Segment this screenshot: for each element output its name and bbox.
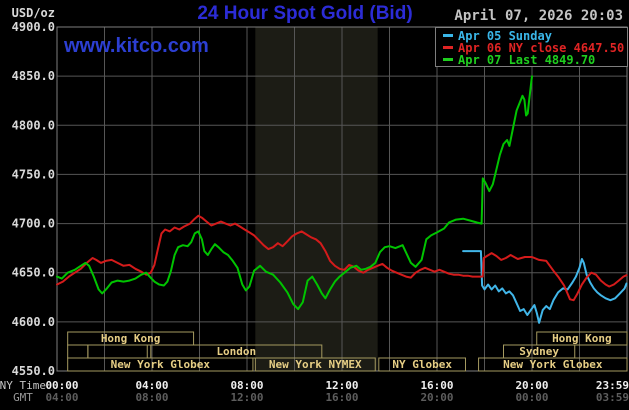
y-axis-unit: USD/oz: [12, 6, 55, 20]
session-label: Hong Kong: [101, 332, 161, 345]
session-box: [378, 357, 466, 372]
legend-dash-green-icon: [443, 58, 453, 61]
page-title: 24 Hour Spot Gold (Bid): [197, 3, 413, 24]
session-label: London: [216, 345, 256, 358]
x-axis-label-ny: 20:00: [515, 379, 548, 392]
x-axis-label-gmt: 03:59: [596, 391, 629, 404]
x-axis-label-gmt: 04:00: [45, 391, 78, 404]
session-label: New York NYMEX: [269, 358, 362, 371]
legend-item-apr07: Apr 07 Last 4849.70: [436, 54, 627, 66]
x-axis-label-gmt: 00:00: [515, 391, 548, 404]
y-axis-label: 4850.0: [12, 69, 55, 83]
kitco-watermark-link[interactable]: www.kitco.com: [64, 35, 209, 57]
legend-label: Apr 05 Sunday: [458, 29, 552, 43]
session-box: [87, 344, 148, 359]
session-box: [478, 357, 628, 372]
legend-dash-red-icon: [443, 46, 453, 49]
x-axis-label-ny: 04:00: [135, 379, 168, 392]
series-line-apr-07-last-4849-70: [56, 75, 533, 311]
legend-item-apr05: Apr 05 Sunday: [436, 30, 627, 42]
legend-dash-cyan-icon: [443, 34, 453, 37]
axis-caption-gmt: GMT: [13, 391, 33, 404]
series-line-apr-05-sunday: [462, 250, 628, 324]
x-axis-label-ny: 00:00: [45, 379, 78, 392]
y-axis-label: 4800.0: [12, 118, 55, 132]
series-line-apr-06-ny-close-4647-50: [56, 214, 628, 302]
session-box: [254, 357, 376, 372]
y-axis-label: 4600.0: [12, 315, 55, 329]
session-label: Sydney: [519, 345, 559, 358]
x-axis-label-ny: 23:59: [596, 379, 629, 392]
session-label: New York Globex: [111, 358, 211, 371]
chart-datetime: April 07, 2026 20:03: [454, 8, 623, 24]
session-label: NY Globex: [392, 358, 452, 371]
x-axis-label-ny: 08:00: [230, 379, 263, 392]
x-axis-label-gmt: 12:00: [230, 391, 263, 404]
session-box: [536, 331, 628, 346]
x-axis-label-gmt: 20:00: [420, 391, 453, 404]
x-axis-label-ny: 16:00: [420, 379, 453, 392]
chart-legend: Apr 05 Sunday Apr 06 NY close 4647.50 Ap…: [435, 27, 628, 67]
axis-caption-ny-time: NY Time: [0, 379, 46, 392]
y-axis-label: 4650.0: [12, 266, 55, 280]
y-axis-label: 4750.0: [12, 167, 55, 181]
y-axis-label: 4700.0: [12, 217, 55, 231]
y-axis-label: 4550.0: [12, 364, 55, 378]
x-axis-label-gmt: 16:00: [325, 391, 358, 404]
legend-label: Apr 06 NY close 4647.50: [458, 41, 625, 55]
session-box: [67, 344, 89, 359]
y-axis-label: 4900.0: [12, 20, 55, 34]
x-axis-label-ny: 12:00: [325, 379, 358, 392]
legend-item-apr06: Apr 06 NY close 4647.50: [436, 42, 627, 54]
x-axis-label-gmt: 08:00: [135, 391, 168, 404]
session-box: [67, 357, 254, 372]
nymex-highlight-band: [255, 27, 378, 371]
session-label: Hong Kong: [552, 332, 612, 345]
legend-label: Apr 07 Last 4849.70: [458, 53, 596, 67]
session-label: New York Globex: [503, 358, 603, 371]
